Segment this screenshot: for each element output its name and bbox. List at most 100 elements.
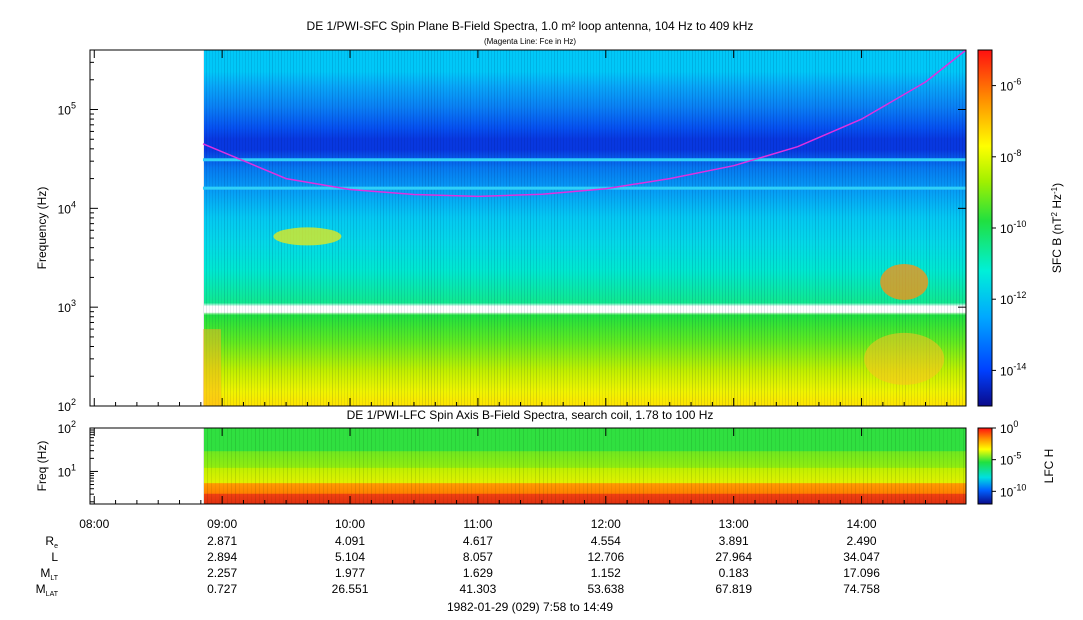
spectral-streak [650,50,651,406]
spectral-streak [827,50,828,406]
spectral-streak [341,50,342,406]
lfc-streak [211,428,212,504]
lfc-streak [463,428,464,504]
spectral-streak [797,50,798,406]
lfc-streak [831,428,832,504]
ephemeris-value: 0.183 [719,566,749,580]
spectral-streak [620,50,621,406]
ephemeris-value: 4.554 [591,534,621,548]
lfc-streak [407,428,408,504]
lfc-streak [503,428,504,504]
spectral-streak [596,50,597,406]
spectral-streak [929,50,930,406]
lfc-streak [227,428,228,504]
spectral-streak [479,50,480,406]
lfc-streak [903,428,904,504]
lfc-streak [531,428,532,504]
ephemeris-value: 67.819 [715,582,752,596]
ephemeris-value: 8.057 [463,550,493,564]
spectral-streak [644,50,645,406]
spectral-streak [692,50,693,406]
bottom-y-axis-label: Freq (Hz) [35,441,49,492]
spectral-streak [632,50,633,406]
ephemeris-value: 27.964 [715,550,752,564]
lfc-streak [359,428,360,504]
lfc-streak [543,428,544,504]
top-y-tick-label: 104 [58,199,76,216]
top-colorbar-ticks: 10-6 10-8 10-10 10-12 10-14 [992,77,1026,378]
spectral-streak [554,50,555,406]
spectral-streak [365,50,366,406]
spectral-streak [572,50,573,406]
spectral-streak [794,50,795,406]
lfc-streak [899,428,900,504]
data-gap-band [202,307,966,313]
spectral-streak [848,50,849,406]
lfc-streak [619,428,620,504]
lfc-streak [555,428,556,504]
spectral-streak [338,50,339,406]
lfc-streak [495,428,496,504]
spectral-streak [509,50,510,406]
spectral-streak [821,50,822,406]
lfc-streak [875,428,876,504]
spectral-streak [686,50,687,406]
spectral-streak [482,50,483,406]
spectral-streak [671,50,672,406]
lfc-streak [699,428,700,504]
spectral-streak [584,50,585,406]
lfc-streak [267,428,268,504]
spectral-streak [449,50,450,406]
spectral-streak [776,50,777,406]
spectral-streak [563,50,564,406]
lfc-streak [511,428,512,504]
spectral-streak [206,50,207,406]
spectral-streak [527,50,528,406]
spectral-streak [872,50,873,406]
spectral-streak [401,50,402,406]
spectral-streak [278,50,279,406]
spectral-streak [674,50,675,406]
spectral-streak [500,50,501,406]
lfc-streak [779,428,780,504]
spectral-streak [560,50,561,406]
lfc-streak [559,428,560,504]
spectral-streak [392,50,393,406]
spectral-streak [878,50,879,406]
spectral-streak [464,50,465,406]
lfc-streak [567,428,568,504]
lfc-streak [251,428,252,504]
lfc-streak [847,428,848,504]
spectral-streak [221,50,222,406]
bottom-colorbar-tick-label: 10-5 [1000,451,1021,468]
lfc-streak [583,428,584,504]
spectral-streak [608,50,609,406]
lfc-streak [423,428,424,504]
lfc-streak [367,428,368,504]
ephemeris-row-label: MLT [40,566,58,582]
lfc-streak [435,428,436,504]
spectral-streak [419,50,420,406]
spectral-streak [725,50,726,406]
spectral-streak [911,50,912,406]
spectral-streak [593,50,594,406]
lfc-streak [935,428,936,504]
lfc-streak [427,428,428,504]
lfc-streak [307,428,308,504]
lfc-streak [767,428,768,504]
bottom-y-tick-label: 101 [58,462,76,479]
spectral-streak [758,50,759,406]
emission-patch [880,263,929,300]
spectral-streak [761,50,762,406]
lfc-streak [727,428,728,504]
lfc-streak [331,428,332,504]
lfc-streak [431,428,432,504]
spectral-streak [641,50,642,406]
spectral-streak [842,50,843,406]
spectral-streak [545,50,546,406]
lfc-streak [483,428,484,504]
time-tick-label: 10:00 [335,517,365,531]
spectral-streak [626,50,627,406]
spectral-streak [227,50,228,406]
spectral-streak [410,50,411,406]
